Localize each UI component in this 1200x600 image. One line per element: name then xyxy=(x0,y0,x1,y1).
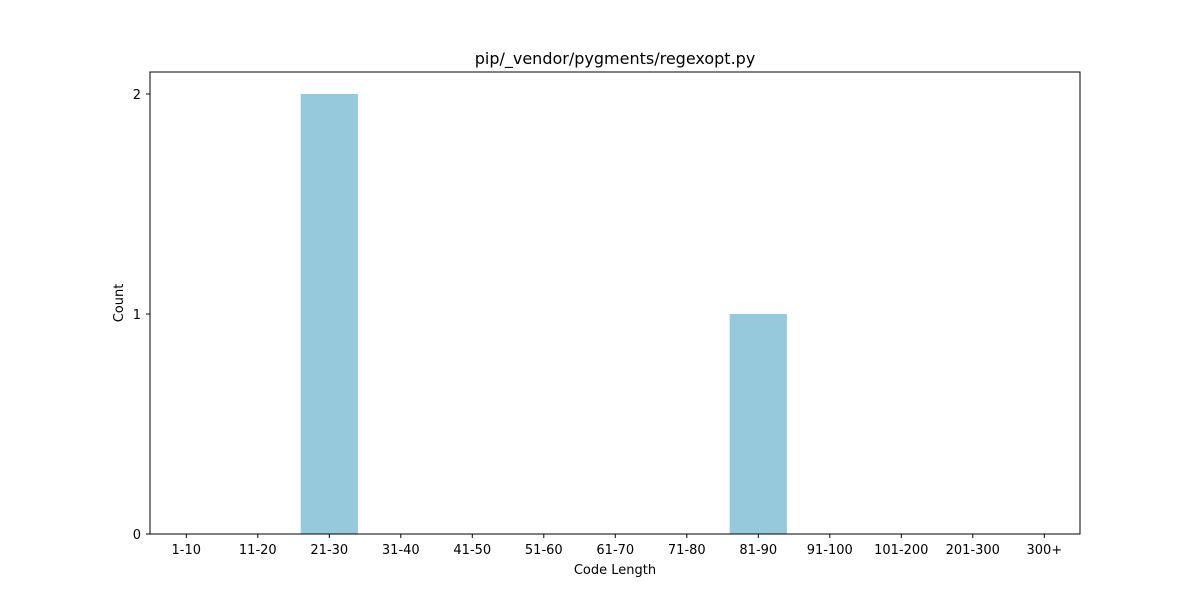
x-tick-label: 300+ xyxy=(1026,543,1062,558)
x-tick-label: 41-50 xyxy=(453,543,491,558)
y-axis: 0 1 2 xyxy=(133,88,150,543)
x-tick-label: 91-100 xyxy=(807,543,853,558)
y-tick-label: 2 xyxy=(133,88,141,103)
x-axis-label: Code Length xyxy=(574,563,656,578)
x-tick-label: 31-40 xyxy=(382,543,420,558)
x-tick-label: 101-200 xyxy=(874,543,928,558)
x-axis: 1-10 11-20 21-30 31-40 41-50 51-60 61-70 71-80 8… xyxy=(172,534,1062,558)
x-tick-label: 71-80 xyxy=(668,543,706,558)
x-tick-label: 11-20 xyxy=(239,543,277,558)
plot-frame xyxy=(149,71,1081,535)
y-tick-label: 0 xyxy=(133,528,141,543)
x-tick-label: 51-60 xyxy=(525,543,563,558)
chart-title: pip/_vendor/pygments/regexopt.py xyxy=(475,49,756,69)
y-axis-label: Count xyxy=(112,284,127,323)
x-tick-label: 81-90 xyxy=(739,543,777,558)
y-tick-label: 1 xyxy=(133,308,141,323)
bars-group xyxy=(300,94,787,534)
x-tick-label: 61-70 xyxy=(596,543,634,558)
x-tick-label: 21-30 xyxy=(310,543,348,558)
bar-21-30 xyxy=(300,94,358,534)
bar-81-90 xyxy=(729,314,787,534)
x-tick-label: 201-300 xyxy=(946,543,1000,558)
x-tick-label: 1-10 xyxy=(172,543,202,558)
